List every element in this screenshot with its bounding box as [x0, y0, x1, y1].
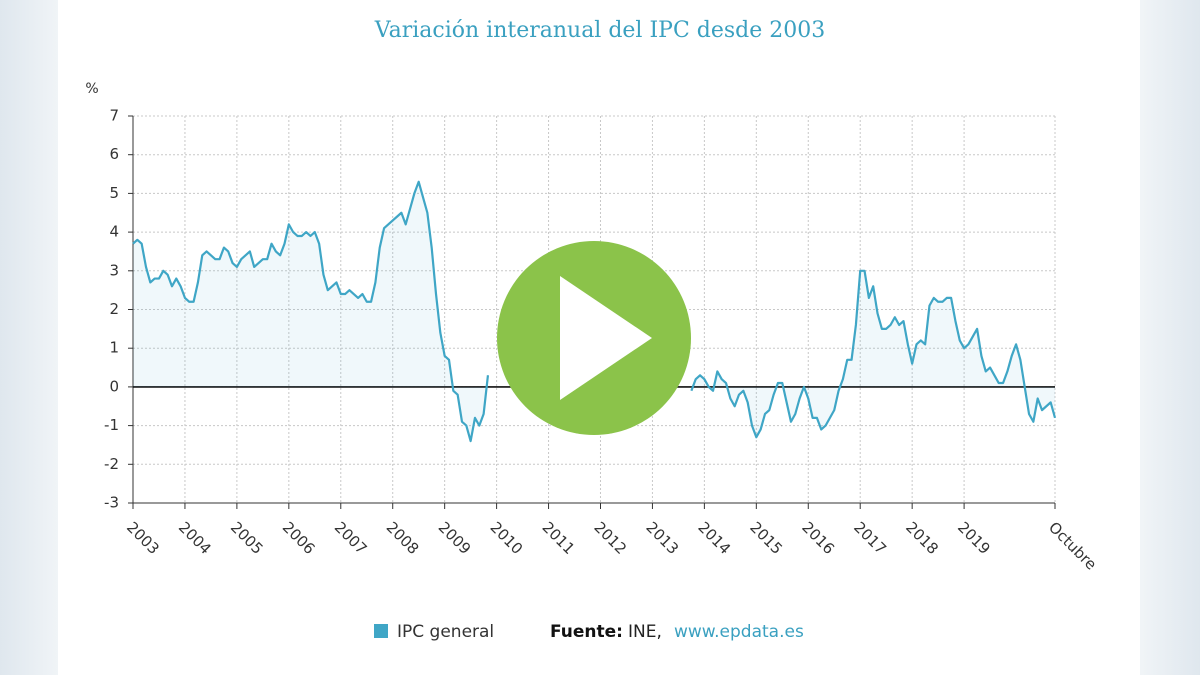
- play-icon[interactable]: [560, 276, 652, 400]
- legend-swatch: [374, 624, 388, 638]
- area: [133, 181, 488, 442]
- source-url: www.epdata.es: [674, 622, 804, 642]
- line: [132, 180, 490, 443]
- play-button[interactable]: [497, 241, 691, 435]
- y-tick-label: -3: [104, 494, 119, 512]
- y-tick-label: 1: [109, 339, 119, 357]
- y-tick-label: 6: [109, 145, 119, 163]
- legend-label: IPC general: [397, 622, 494, 642]
- source-label: Fuente:: [550, 622, 623, 642]
- y-tick-label: -2: [104, 455, 119, 473]
- source-name: INE,: [628, 622, 662, 642]
- y-tick-label: 0: [109, 377, 119, 395]
- y-tick-label: 3: [109, 261, 119, 279]
- y-tick-label: -1: [104, 416, 119, 434]
- line: [690, 269, 1057, 439]
- chart-title: Variación interanual del IPC desde 2003: [374, 18, 826, 43]
- y-tick-label: 2: [109, 300, 119, 318]
- area: [691, 270, 1055, 438]
- y-tick-label: 4: [109, 223, 119, 241]
- y-tick-label: 7: [109, 107, 119, 125]
- y-tick-label: 5: [109, 184, 119, 202]
- y-axis-label: %: [85, 81, 98, 97]
